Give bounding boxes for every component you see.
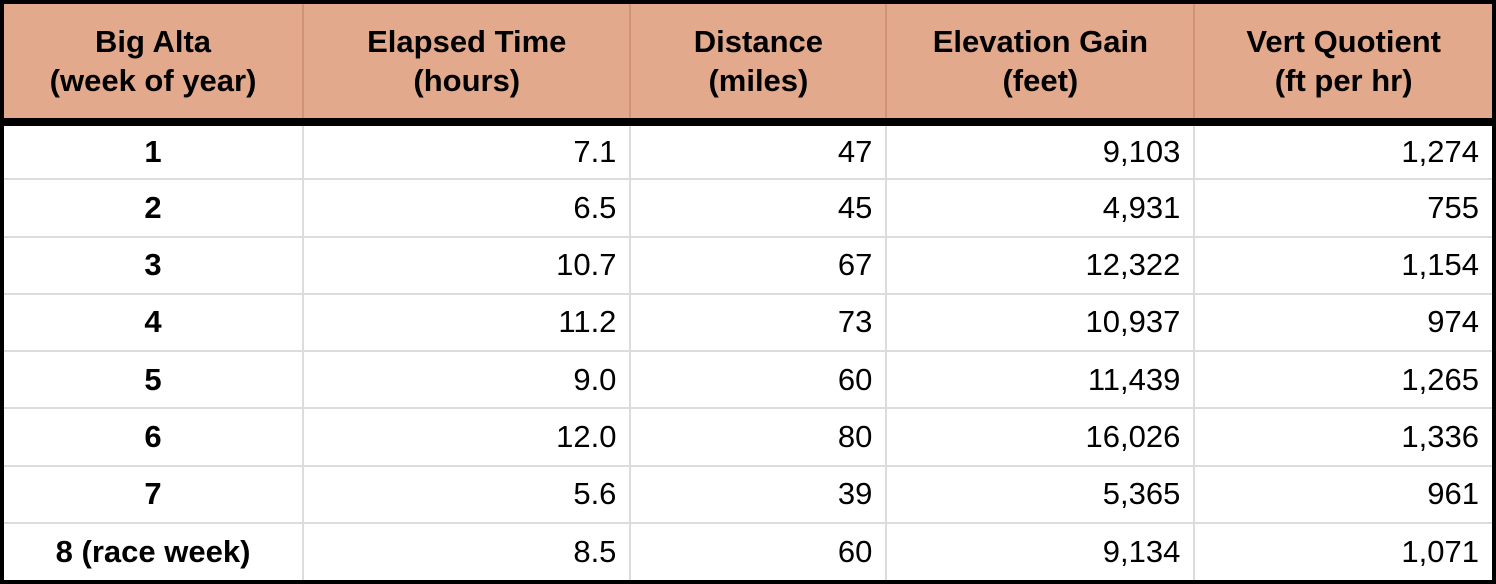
cell-vert-quotient: 1,265 <box>1193 349 1492 409</box>
cell-elevation-gain: 11,439 <box>885 349 1195 409</box>
table-body: 1 7.1 47 9,103 1,274 2 6.5 45 4,931 7 55 … <box>4 122 1492 580</box>
table-header: Big Alta (week of year) Elapsed Time (ho… <box>4 4 1492 126</box>
column-title: Elevation Gain <box>932 24 1149 59</box>
cell-miles: 67 <box>629 235 887 294</box>
cell-week: 4 <box>4 292 304 351</box>
cell-hours: 6.5 <box>302 178 631 237</box>
column-header-week: Big Alta (week of year) <box>4 4 304 126</box>
column-header-elevation-gain: Elevation Gain (feet) <box>885 4 1195 126</box>
cell-week: 7 <box>4 464 304 523</box>
cell-week: 3 <box>4 235 304 294</box>
table-row-week-6: 6 12.0 80 16,026 1,336 <box>4 407 1492 466</box>
column-subtitle: (ft per hr) <box>1274 63 1413 98</box>
column-title: Elapsed Time <box>367 24 567 59</box>
cell-vert-quotient: 755 <box>1193 178 1492 237</box>
table-row-week-3: 3 10.7 67 12,322 1,154 <box>4 235 1492 294</box>
cell-elevation-gain: 9,134 <box>885 521 1195 580</box>
column-title: Vert Quotient <box>1246 24 1441 59</box>
cell-vert-quotient: 1,154 <box>1193 235 1492 294</box>
cell-miles: 39 <box>629 464 887 523</box>
cell-elevation-gain: 10,937 <box>885 292 1195 351</box>
column-title: Distance <box>693 24 824 59</box>
cell-hours: 9.0 <box>302 349 631 409</box>
cell-elevation-gain: 5,365 <box>885 464 1195 523</box>
cell-miles: 45 <box>629 178 887 237</box>
cell-miles: 60 <box>629 349 887 409</box>
cell-week: 2 <box>4 178 304 237</box>
cell-elevation-gain: 4,931 <box>885 178 1195 237</box>
cell-miles: 47 <box>629 122 887 180</box>
cell-elevation-gain: 9,103 <box>885 122 1195 180</box>
column-title: Big Alta <box>95 24 212 59</box>
cell-vert-quotient: 974 <box>1193 292 1492 351</box>
cell-vert-quotient: 1,274 <box>1193 122 1492 180</box>
cell-hours: 5.6 <box>302 464 631 523</box>
table-row-week-7: 7 5.6 39 5,365 961 <box>4 464 1492 523</box>
cell-elevation-gain: 16,026 <box>885 407 1195 466</box>
column-header-vert-quotient: Vert Quotient (ft per hr) <box>1193 4 1492 126</box>
cell-week: 5 <box>4 349 304 409</box>
cell-hours: 8.5 <box>302 521 631 580</box>
table-row-week-1: 1 7.1 47 9,103 1,274 <box>4 122 1492 180</box>
cell-hours: 12.0 <box>302 407 631 466</box>
cell-elevation-gain: 12,322 <box>885 235 1195 294</box>
table-row-week-2: 2 6.5 45 4,931 755 <box>4 178 1492 237</box>
cell-miles: 60 <box>629 521 887 580</box>
header-row: Big Alta (week of year) Elapsed Time (ho… <box>4 4 1492 126</box>
column-subtitle: (miles) <box>708 63 809 98</box>
cell-vert-quotient: 1,071 <box>1193 521 1492 580</box>
column-subtitle: (feet) <box>1002 63 1079 98</box>
cell-week: 1 <box>144 134 162 170</box>
table-row-week-8-race-week: 8 (race week) 8.5 60 9,134 1,071 <box>4 521 1492 580</box>
table-row-week-5: 5 9.0 60 11,439 1,265 <box>4 349 1492 409</box>
cell-miles: 80 <box>629 407 887 466</box>
cell-vert-quotient: 961 <box>1193 464 1492 523</box>
cell-hours: 11.2 <box>302 292 631 351</box>
cell-vert-quotient: 1,336 <box>1193 407 1492 466</box>
cell-week: 8 (race week) <box>4 521 304 580</box>
cell-week: 6 <box>4 407 304 466</box>
column-header-distance: Distance (miles) <box>629 4 887 126</box>
column-header-elapsed-time: Elapsed Time (hours) <box>302 4 631 126</box>
cell-miles: 73 <box>629 292 887 351</box>
column-subtitle: (week of year) <box>49 63 257 98</box>
training-log-table: Big Alta (week of year) Elapsed Time (ho… <box>4 4 1492 580</box>
column-subtitle: (hours) <box>413 63 521 98</box>
cell-hours: 10.7 <box>302 235 631 294</box>
table-row-week-4: 4 11.2 73 10,937 974 <box>4 292 1492 351</box>
cell-hours: 7.1 <box>302 122 631 180</box>
